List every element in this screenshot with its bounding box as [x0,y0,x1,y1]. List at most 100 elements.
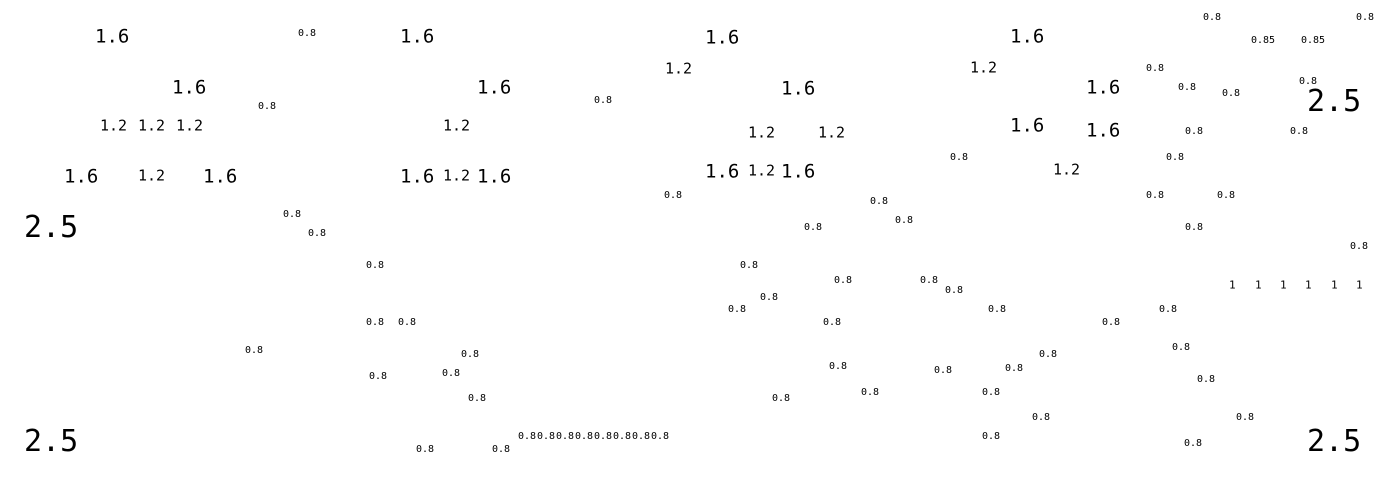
number-label: 0.8 [1203,12,1222,23]
number-label: 1.2 [748,161,776,180]
number-label: 1.6 [400,25,435,48]
number-label: 1.6 [781,77,816,100]
number-label: 1.6 [64,165,99,188]
number-label: 0.8 [945,285,964,296]
number-label: 1.2 [818,123,846,142]
number-label: 1.6 [1086,119,1121,142]
number-label: 0.8 [369,371,388,382]
number-label: 1 [1280,278,1287,292]
number-label: 1.2 [1053,160,1081,179]
number-label: 0.85 [1301,35,1326,46]
number-label: 1.2 [138,116,166,135]
number-label: 1.6 [705,160,740,183]
number-label: 0.8 [760,292,779,303]
number-label: 1.6 [1010,25,1045,48]
number-label: 0.8 [870,196,889,207]
number-label: 0.8 [982,387,1001,398]
number-label: 0.8 [1146,190,1165,201]
number-label: 0.8 [950,152,969,163]
number-label: 0.8 [461,349,480,360]
number-label: 1.2 [970,58,998,77]
number-label: 0.8 [594,431,613,442]
number-label: 0.8 [594,95,613,106]
number-label: 0.8 [988,304,1007,315]
number-label: 0.8 [740,260,759,271]
number-label: 0.8 [1350,241,1369,252]
number-label: 1.6 [1010,114,1045,137]
number-label: 0.8 [1146,63,1165,74]
number-label: 2.5 [24,424,79,459]
number-label: 0.8 [1356,12,1375,23]
number-label: 0.8 [1178,82,1197,93]
number-label: 0.8 [468,393,487,404]
number-label: 0.8 [1222,88,1241,99]
number-label: 0.8 [772,393,791,404]
number-label: 0.8 [1185,222,1204,233]
number-label: 0.8 [613,431,632,442]
number-label: 0.8 [308,228,327,239]
number-label: 1.2 [748,123,776,142]
number-label: 1.2 [138,166,166,185]
number-label: 1.6 [203,165,238,188]
number-label: 1.6 [95,25,130,48]
number-label: 0.8 [1217,190,1236,201]
number-label: 1.6 [400,165,435,188]
number-label: 0.8 [575,431,594,442]
number-label: 0.8 [632,431,651,442]
number-label: 0.8 [1184,438,1203,449]
number-label: 1.2 [443,166,471,185]
number-label: 0.8 [1102,317,1121,328]
number-label: 0.8 [283,209,302,220]
number-label: 0.8 [829,361,848,372]
number-label: 1 [1305,278,1312,292]
number-label: 1.6 [705,26,740,49]
number-label: 0.8 [861,387,880,398]
number-label: 1.6 [1086,76,1121,99]
number-label: 1.2 [100,116,128,135]
number-label: 0.8 [537,431,556,442]
number-label: 0.8 [934,365,953,376]
number-label: 0.8 [1299,76,1318,87]
number-label: 1.2 [665,59,693,78]
number-label: 1.6 [781,160,816,183]
number-label: 0.8 [982,431,1001,442]
number-label: 0.8 [1039,349,1058,360]
number-label: 1.6 [172,76,207,99]
number-label: 1.6 [477,165,512,188]
number-label: 0.8 [258,101,277,112]
number-label: 0.8 [518,431,537,442]
number-label: 1 [1255,278,1262,292]
number-label: 0.8 [366,317,385,328]
number-label: 0.8 [398,317,417,328]
number-label: 0.8 [1185,126,1204,137]
number-label: 0.8 [1290,126,1309,137]
number-label: 0.8 [298,28,317,39]
number-label: 0.8 [1032,412,1051,423]
number-label: 1 [1229,278,1236,292]
number-label: 0.8 [492,444,511,455]
number-label: 0.8 [664,190,683,201]
number-label: 0.8 [1236,412,1255,423]
number-label: 0.8 [366,260,385,271]
number-label: 2.5 [24,210,79,245]
number-label: 2.5 [1307,424,1362,459]
number-label: 0.85 [1251,35,1276,46]
number-label: 1.6 [477,76,512,99]
number-label: 2.5 [1307,84,1362,119]
number-label: 0.8 [1197,374,1216,385]
number-label: 0.8 [1166,152,1185,163]
number-label: 0.8 [823,317,842,328]
number-label: 1 [1356,278,1363,292]
number-label: 0.8 [1005,363,1024,374]
number-label: 0.8 [245,345,264,356]
number-label: 0.8 [1159,304,1178,315]
number-label: 0.8 [416,444,435,455]
number-label: 0.8 [442,368,461,379]
number-label: 0.8 [895,215,914,226]
number-label: 1.2 [443,116,471,135]
number-label: 0.8 [920,275,939,286]
number-label: 0.8 [728,304,747,315]
number-label: 0.8 [651,431,670,442]
number-label: 0.8 [834,275,853,286]
number-label: 1.2 [176,116,204,135]
